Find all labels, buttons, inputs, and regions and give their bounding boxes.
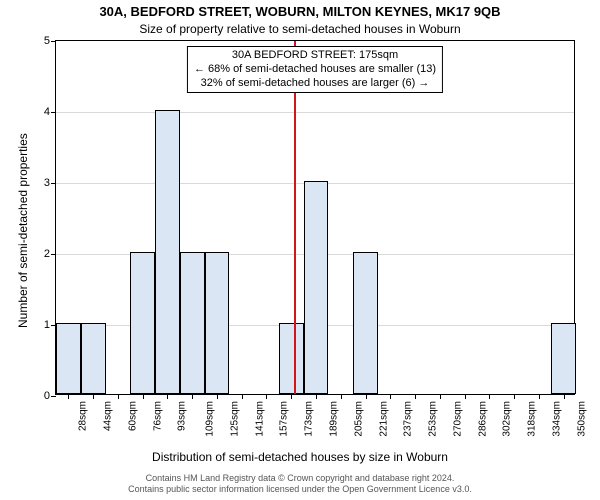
x-tick-mark bbox=[217, 394, 218, 399]
y-tick-label: 4 bbox=[44, 106, 50, 118]
x-tick-label: 28sqm bbox=[78, 401, 89, 431]
y-tick-mark bbox=[51, 41, 56, 42]
histogram-bar bbox=[180, 252, 205, 394]
x-tick-label: 318sqm bbox=[526, 401, 537, 437]
histogram-bar bbox=[130, 252, 155, 394]
histogram-bar bbox=[205, 252, 230, 394]
x-tick-mark bbox=[93, 394, 94, 399]
x-tick-mark bbox=[242, 394, 243, 399]
reference-line bbox=[294, 41, 296, 394]
x-tick-mark bbox=[366, 394, 367, 399]
footnote-line-2: Contains public sector information licen… bbox=[0, 484, 600, 495]
y-tick-label: 0 bbox=[44, 390, 50, 402]
x-tick-mark bbox=[390, 394, 391, 399]
x-tick-label: 141sqm bbox=[254, 401, 265, 437]
histogram-bar bbox=[279, 323, 304, 394]
grid-line bbox=[56, 112, 574, 113]
x-tick-label: 173sqm bbox=[304, 401, 315, 437]
chart-title-address: 30A, BEDFORD STREET, WOBURN, MILTON KEYN… bbox=[0, 4, 600, 19]
x-tick-label: 125sqm bbox=[229, 401, 240, 437]
x-tick-label: 302sqm bbox=[502, 401, 513, 437]
y-tick-mark bbox=[51, 183, 56, 184]
annotation-line-3: 32% of semi-detached houses are larger (… bbox=[194, 77, 436, 91]
x-axis-label: Distribution of semi-detached houses by … bbox=[0, 450, 600, 464]
x-tick-label: 44sqm bbox=[103, 401, 114, 431]
x-tick-mark bbox=[118, 394, 119, 399]
x-tick-mark bbox=[415, 394, 416, 399]
histogram-bar bbox=[304, 181, 329, 394]
annotation-line-1: 30A BEDFORD STREET: 175sqm bbox=[194, 49, 436, 63]
x-tick-label: 93sqm bbox=[177, 401, 188, 431]
x-tick-mark bbox=[316, 394, 317, 399]
x-tick-mark bbox=[143, 394, 144, 399]
x-tick-mark bbox=[440, 394, 441, 399]
x-tick-mark bbox=[266, 394, 267, 399]
x-tick-label: 270sqm bbox=[452, 401, 463, 437]
x-tick-mark bbox=[167, 394, 168, 399]
chart-footnote: Contains HM Land Registry data © Crown c… bbox=[0, 473, 600, 495]
x-tick-mark bbox=[489, 394, 490, 399]
property-size-chart: 30A, BEDFORD STREET, WOBURN, MILTON KEYN… bbox=[0, 0, 600, 500]
histogram-bar bbox=[353, 252, 378, 394]
x-tick-label: 60sqm bbox=[127, 401, 138, 431]
x-tick-label: 189sqm bbox=[328, 401, 339, 437]
x-tick-label: 76sqm bbox=[152, 401, 163, 431]
histogram-bar bbox=[155, 110, 180, 394]
y-tick-label: 2 bbox=[44, 248, 50, 260]
x-tick-label: 334sqm bbox=[551, 401, 562, 437]
footnote-line-1: Contains HM Land Registry data © Crown c… bbox=[0, 473, 600, 484]
x-tick-label: 205sqm bbox=[353, 401, 364, 437]
y-tick-mark bbox=[51, 112, 56, 113]
x-tick-mark bbox=[68, 394, 69, 399]
y-tick-mark bbox=[51, 254, 56, 255]
x-tick-mark bbox=[539, 394, 540, 399]
x-tick-mark bbox=[291, 394, 292, 399]
x-tick-label: 157sqm bbox=[279, 401, 290, 437]
x-tick-label: 286sqm bbox=[477, 401, 488, 437]
y-axis-label: Number of semi-detached properties bbox=[16, 133, 30, 328]
x-tick-label: 253sqm bbox=[427, 401, 438, 437]
x-tick-mark bbox=[564, 394, 565, 399]
y-tick-label: 5 bbox=[44, 35, 50, 47]
annotation-box: 30A BEDFORD STREET: 175sqm← 68% of semi-… bbox=[187, 46, 443, 93]
chart-subtitle: Size of property relative to semi-detach… bbox=[0, 22, 600, 36]
x-tick-mark bbox=[341, 394, 342, 399]
x-tick-label: 221sqm bbox=[378, 401, 389, 437]
y-tick-label: 1 bbox=[44, 319, 50, 331]
annotation-line-2: ← 68% of semi-detached houses are smalle… bbox=[194, 63, 436, 77]
histogram-bar bbox=[551, 323, 576, 394]
y-tick-label: 3 bbox=[44, 177, 50, 189]
x-tick-label: 109sqm bbox=[204, 401, 215, 437]
y-tick-mark bbox=[51, 396, 56, 397]
x-tick-label: 237sqm bbox=[403, 401, 414, 437]
x-tick-mark bbox=[514, 394, 515, 399]
histogram-bar bbox=[81, 323, 106, 394]
x-tick-label: 350sqm bbox=[576, 401, 587, 437]
plot-area: 01234528sqm44sqm60sqm76sqm93sqm109sqm125… bbox=[55, 40, 575, 395]
histogram-bar bbox=[56, 323, 81, 394]
x-tick-mark bbox=[465, 394, 466, 399]
x-tick-mark bbox=[192, 394, 193, 399]
